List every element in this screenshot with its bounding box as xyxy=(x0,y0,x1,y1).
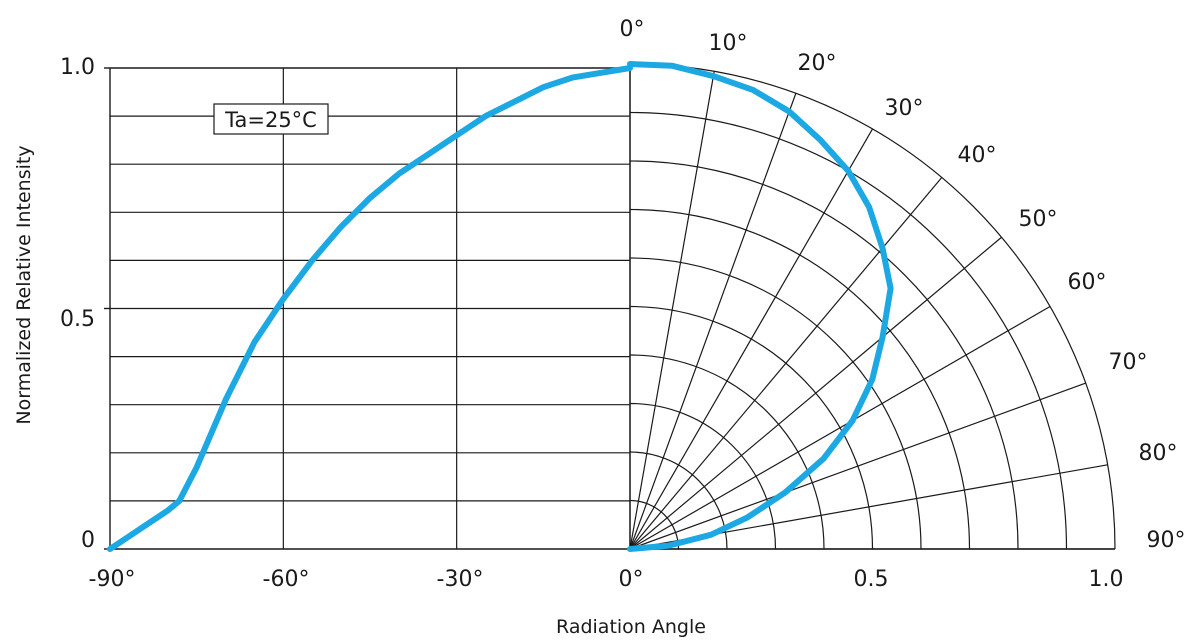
y-tick-label-1: 1.0 xyxy=(60,55,95,80)
radius-tick-label-1: 1.0 xyxy=(1089,567,1124,592)
angle-label-10: 10° xyxy=(709,31,748,56)
x-tick-label-0: 0° xyxy=(619,567,644,592)
grid-layer xyxy=(104,63,1116,550)
x-tick-label-neg60: -60° xyxy=(263,567,310,592)
radius-tick-label-05: 0.5 xyxy=(854,567,889,592)
intensity-curve-polar xyxy=(627,61,894,552)
annotation-box xyxy=(213,103,329,135)
x-tick-label-neg30: -30° xyxy=(437,567,484,592)
polar-ring xyxy=(629,111,1068,550)
polar-ring xyxy=(629,160,1019,550)
polar-ring xyxy=(629,257,922,550)
angle-label-0: 0° xyxy=(620,17,645,42)
polar-ring xyxy=(629,499,680,550)
polar-spoke xyxy=(629,71,715,550)
polar-spoke xyxy=(629,93,797,550)
polar-ring xyxy=(629,305,874,550)
y-tick-label-05: 0.5 xyxy=(60,307,95,332)
polar-spoke xyxy=(629,177,943,550)
angle-label-70: 70° xyxy=(1109,350,1148,375)
polar-ring xyxy=(629,63,1116,550)
angle-label-90: 90° xyxy=(1147,528,1186,553)
label-layer: 1.0 0.5 0 -90° -60° -30° 0° 0.5 1.0 0° 1… xyxy=(13,17,1186,638)
angle-label-30: 30° xyxy=(885,96,924,121)
polar-spoke xyxy=(629,128,874,550)
polar-spoke xyxy=(629,236,1002,550)
annotation-label: Ta=25°C xyxy=(224,108,317,132)
angle-label-50: 50° xyxy=(1019,207,1058,232)
y-tick-label-0: 0 xyxy=(81,528,95,553)
curve-layer xyxy=(107,61,894,552)
polar-spoke xyxy=(629,305,1051,550)
angle-label-60: 60° xyxy=(1068,270,1107,295)
intensity-curve-left xyxy=(107,65,633,552)
polar-spoke xyxy=(629,382,1086,550)
polar-ring xyxy=(629,208,971,550)
x-axis-title: Radiation Angle xyxy=(556,616,706,638)
polar-ring xyxy=(629,354,825,550)
angle-label-20: 20° xyxy=(798,51,837,76)
angle-label-40: 40° xyxy=(958,143,997,168)
y-axis-title: Normalized Relative Intensity xyxy=(13,145,35,424)
angle-label-80: 80° xyxy=(1139,441,1178,466)
x-tick-label-neg90: -90° xyxy=(89,567,136,592)
polar-ring xyxy=(629,402,777,550)
